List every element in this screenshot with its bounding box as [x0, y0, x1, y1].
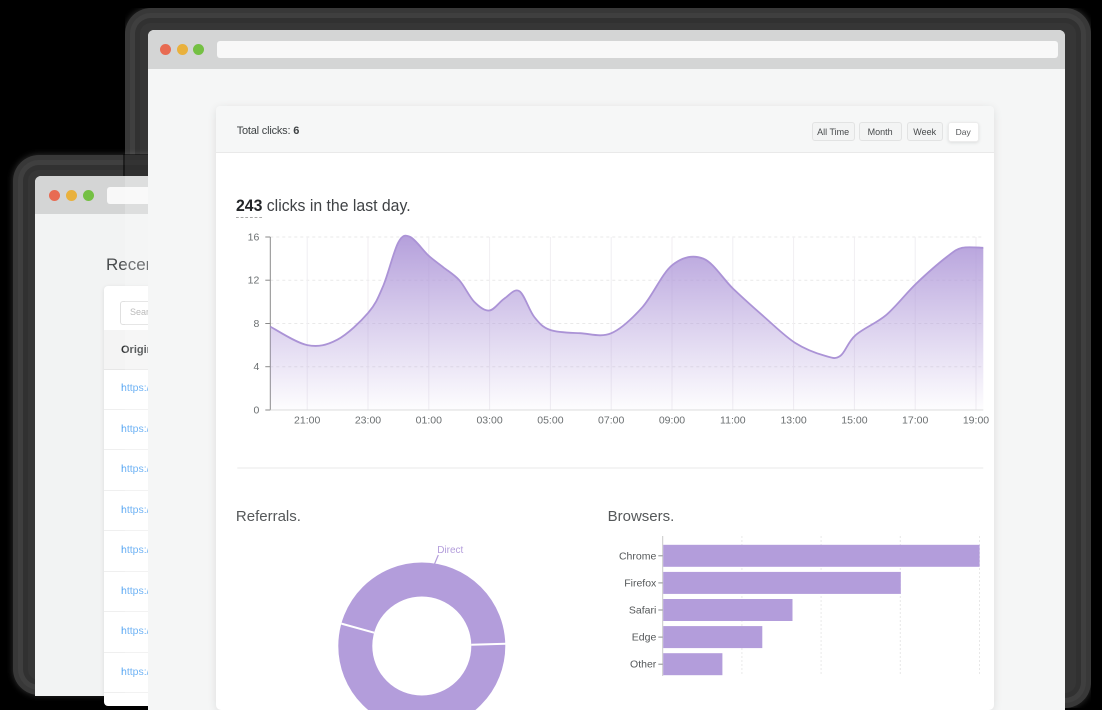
svg-text:Other: Other — [630, 659, 657, 671]
svg-text:Chrome: Chrome — [619, 550, 657, 562]
svg-text:19:00: 19:00 — [963, 415, 989, 427]
svg-text:4: 4 — [253, 361, 259, 373]
svg-text:Edge: Edge — [631, 632, 656, 644]
svg-text:0: 0 — [253, 405, 259, 417]
svg-text:12: 12 — [247, 275, 259, 287]
svg-text:Safari: Safari — [629, 605, 656, 617]
svg-text:15:00: 15:00 — [841, 415, 867, 427]
svg-text:11:00: 11:00 — [720, 415, 746, 427]
svg-text:21:00: 21:00 — [294, 415, 320, 427]
svg-text:05:00: 05:00 — [537, 415, 563, 427]
svg-text:13:00: 13:00 — [780, 415, 806, 427]
svg-text:16: 16 — [247, 232, 259, 244]
svg-text:Direct: Direct — [437, 545, 463, 556]
svg-text:Firefox: Firefox — [624, 577, 657, 589]
svg-text:Browsers.: Browsers. — [607, 508, 674, 525]
svg-text:Referrals.: Referrals. — [236, 508, 301, 525]
svg-text:07:00: 07:00 — [598, 415, 624, 427]
svg-text:23:00: 23:00 — [355, 415, 381, 427]
svg-text:17:00: 17:00 — [902, 415, 928, 427]
svg-text:09:00: 09:00 — [659, 415, 685, 427]
svg-text:01:00: 01:00 — [415, 415, 441, 427]
svg-text:03:00: 03:00 — [476, 415, 502, 427]
svg-text:8: 8 — [253, 318, 259, 330]
